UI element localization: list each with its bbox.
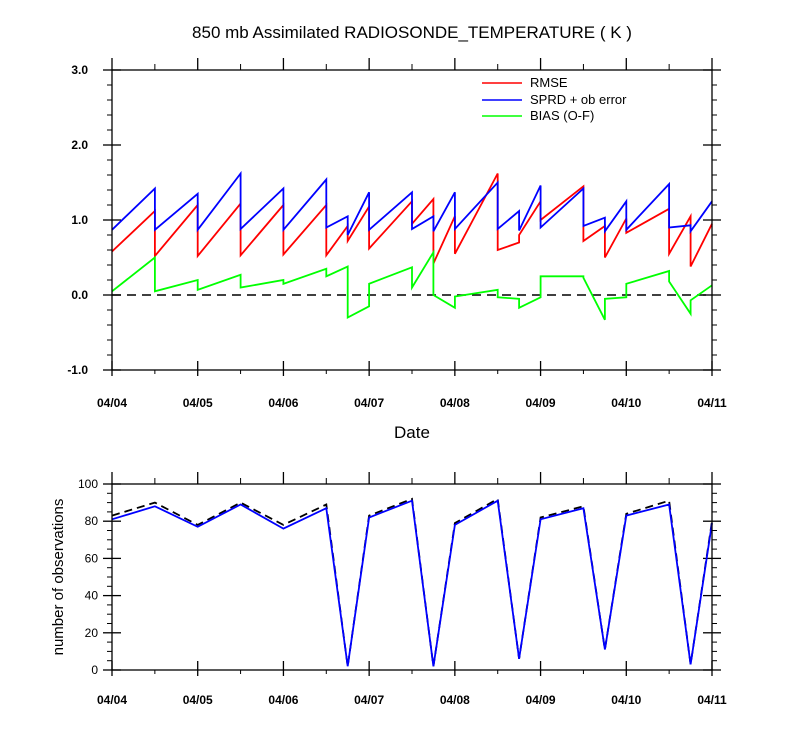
x-tick-label: 04/11 — [697, 693, 727, 707]
y-tick-label: 100 — [78, 477, 98, 491]
series-line-bias-o-f — [111, 249, 713, 321]
x-tick-label: 04/04 — [97, 396, 127, 410]
y-tick-label: 0.0 — [71, 288, 88, 302]
x-tick-label: 04/08 — [440, 693, 470, 707]
y-tick-label: -1.0 — [67, 363, 88, 377]
x-tick-label: 04/11 — [697, 396, 727, 410]
x-tick-label: 04/05 — [183, 693, 213, 707]
y-tick-label: 60 — [85, 551, 99, 565]
legend: RMSE SPRD + ob error BIAS (O-F) — [482, 75, 627, 123]
x-tick-label: 04/07 — [354, 396, 384, 410]
x-tick-label: 04/10 — [611, 396, 641, 410]
legend-label-sprd: SPRD + ob error — [530, 92, 627, 107]
x-tick-label: 04/07 — [354, 693, 384, 707]
chart-title: 850 mb Assimilated RADIOSONDE_TEMPERATUR… — [192, 23, 632, 42]
x-axis-label: Date — [394, 423, 430, 442]
rmse-bias-plot-frame — [111, 69, 713, 371]
y-axis-label-observations: number of observations — [50, 499, 67, 656]
observation-count-panel: 04/04 04/05 04/06 04/07 04/08 04/09 04/10 04/11… — [78, 472, 727, 707]
x-tick-label: 04/05 — [183, 396, 213, 410]
x-tick-label: 04/06 — [268, 396, 298, 410]
rmse-bias-panel: 04/04 04/05 04/06 04/07 04/08 04/09 04/10 04/11… — [67, 58, 727, 410]
legend-label-bias: BIAS (O-F) — [530, 108, 594, 123]
x-tick-label: 04/09 — [526, 693, 556, 707]
y-tick-label: 1.0 — [71, 213, 88, 227]
y-tick-label: 40 — [85, 589, 99, 603]
x-tick-label: 04/06 — [268, 693, 298, 707]
y-tick-label: 3.0 — [71, 63, 88, 77]
x-tick-label: 04/04 — [97, 693, 127, 707]
series-line-sprd-ob-error — [111, 170, 713, 236]
legend-label-rmse: RMSE — [530, 75, 568, 90]
y-tick-label: 80 — [85, 514, 99, 528]
y-tick-label: 0 — [91, 663, 98, 677]
x-tick-label: 04/10 — [611, 693, 641, 707]
x-tick-label: 04/09 — [526, 396, 556, 410]
observation-count-plot-frame — [111, 483, 713, 671]
y-tick-label: 20 — [85, 626, 99, 640]
series-line-rmse — [111, 173, 713, 267]
series-line-observations-used — [111, 499, 713, 667]
y-tick-label: 2.0 — [71, 138, 88, 152]
x-tick-label: 04/08 — [440, 396, 470, 410]
